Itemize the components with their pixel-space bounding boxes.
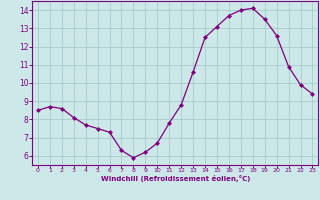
X-axis label: Windchill (Refroidissement éolien,°C): Windchill (Refroidissement éolien,°C) <box>100 175 250 182</box>
